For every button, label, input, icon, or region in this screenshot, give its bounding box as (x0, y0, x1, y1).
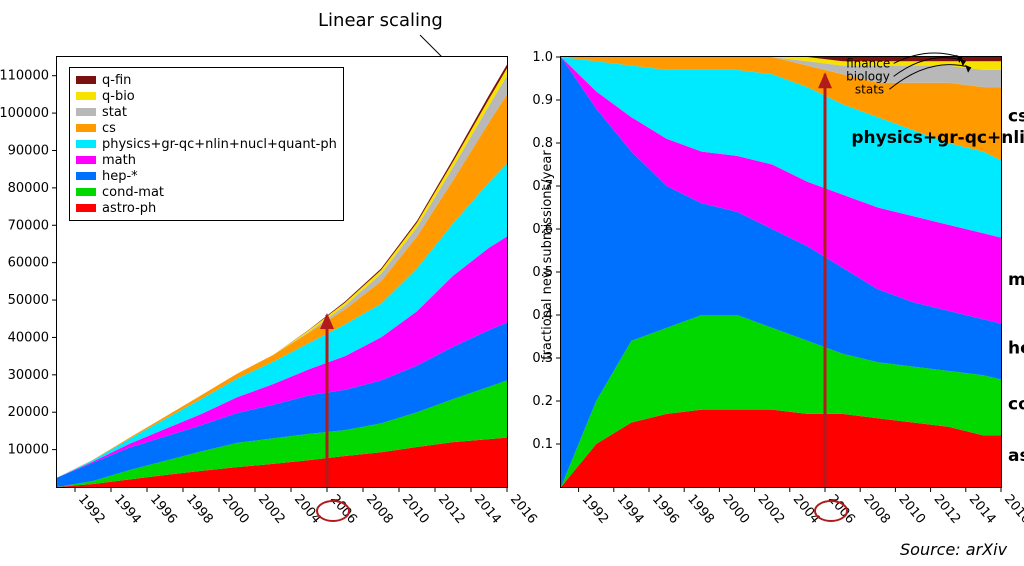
legend-row-astro-ph: astro-ph (76, 200, 337, 216)
ytick-label: 70000 (8, 218, 49, 233)
xtick-label: 2002 (755, 492, 788, 527)
xtick-label: 1994 (614, 492, 647, 527)
xtick-label: 2000 (719, 492, 752, 527)
ytick-label: 0.9 (532, 93, 553, 108)
ytick-label: 80000 (8, 181, 49, 196)
xtick-label: 2016 (1001, 492, 1024, 527)
ytick-label: 100000 (0, 106, 49, 121)
ytick-label: 60000 (8, 256, 49, 271)
xtick-label: 1994 (111, 492, 144, 527)
legend-row-stat: stat (76, 104, 337, 120)
legend-swatch (76, 204, 96, 212)
xtick-label: 1992 (75, 492, 108, 527)
leader-label-finance: finance (846, 56, 890, 70)
ytick-label: 30000 (8, 368, 49, 383)
xtick-label: 2008 (363, 492, 396, 527)
legend-row-q-fin: q-fin (76, 72, 337, 88)
leader-label-biology: biology (846, 69, 890, 83)
xtick-label: 2004 (790, 492, 823, 527)
legend-row-cond-mat: cond-mat (76, 184, 337, 200)
xtick-label: 2010 (895, 492, 928, 527)
ytick-label: 0.8 (532, 136, 553, 151)
xtick-label: 2012 (931, 492, 964, 527)
ytick-label: 90000 (8, 143, 49, 158)
linear-scaling-label: Linear scaling (318, 10, 443, 31)
xtick-label: 1996 (147, 492, 180, 527)
legend-swatch (76, 140, 96, 148)
right-chart: 0.10.20.30.40.50.60.70.80.91.01992199419… (560, 56, 1002, 488)
legend-swatch (76, 156, 96, 164)
legend-swatch (76, 76, 96, 84)
inline-label-math: math (1008, 270, 1024, 290)
source-label: Source: arXiv (900, 540, 1007, 559)
legend-label: q-bio (102, 89, 135, 104)
inline-label-hep: hep-* (1008, 339, 1024, 359)
legend-label: q-fin (102, 73, 131, 88)
legend-label: astro-ph (102, 201, 156, 216)
ytick-label: 110000 (0, 69, 49, 84)
left-chart: 1000020000300004000050000600007000080000… (56, 56, 508, 488)
legend-row-hep: hep-* (76, 168, 337, 184)
xtick-label: 2000 (219, 492, 252, 527)
ytick-label: 1.0 (532, 50, 553, 65)
legend-row-cs: cs (76, 120, 337, 136)
leader-label-stats: stats (855, 82, 884, 96)
right-chart-svg: 0.10.20.30.40.50.60.70.80.91.01992199419… (561, 57, 1001, 487)
legend-label: math (102, 153, 136, 168)
inline-label-cs: cs (1008, 107, 1024, 127)
legend-label: physics+gr-qc+nlin+nucl+quant-ph (102, 137, 337, 152)
xtick-label: 2010 (399, 492, 432, 527)
inline-label-physics: physics+gr-qc+nlin+nucl+quant-ph (851, 128, 1024, 148)
inline-label-astro-ph: astro-ph (1008, 446, 1024, 466)
legend-swatch (76, 92, 96, 100)
left-legend: q-finq-biostatcsphysics+gr-qc+nlin+nucl+… (69, 67, 344, 221)
right-ylabel: fractional new submissions/year (540, 150, 555, 360)
ytick-label: 0.1 (532, 437, 553, 452)
xtick-label: 2002 (255, 492, 288, 527)
xtick-label: 2004 (291, 492, 324, 527)
legend-swatch (76, 172, 96, 180)
legend-swatch (76, 188, 96, 196)
xtick-label: 2012 (435, 492, 468, 527)
legend-row-math: math (76, 152, 337, 168)
legend-label: hep-* (102, 169, 138, 184)
legend-swatch (76, 124, 96, 132)
legend-label: stat (102, 105, 127, 120)
legend-label: cs (102, 121, 116, 136)
xtick-label: 2008 (860, 492, 893, 527)
inline-label-cond-mat: cond-mat (1008, 395, 1024, 415)
ytick-label: 0.2 (532, 394, 553, 409)
legend-swatch (76, 108, 96, 116)
xtick-label: 1998 (684, 492, 717, 527)
page: { "title_annotation": "Linear scaling", … (0, 0, 1024, 566)
legend-row-physics: physics+gr-qc+nlin+nucl+quant-ph (76, 136, 337, 152)
xtick-label: 2014 (966, 492, 999, 527)
ytick-label: 20000 (8, 405, 49, 420)
ytick-label: 50000 (8, 293, 49, 308)
xtick-label: 1992 (579, 492, 612, 527)
xtick-label: 1996 (649, 492, 682, 527)
legend-label: cond-mat (102, 185, 164, 200)
xtick-label: 2014 (471, 492, 504, 527)
xtick-label: 2016 (507, 492, 540, 527)
xtick-label: 1998 (183, 492, 216, 527)
ytick-label: 10000 (8, 443, 49, 458)
legend-row-q-bio: q-bio (76, 88, 337, 104)
ytick-label: 40000 (8, 330, 49, 345)
